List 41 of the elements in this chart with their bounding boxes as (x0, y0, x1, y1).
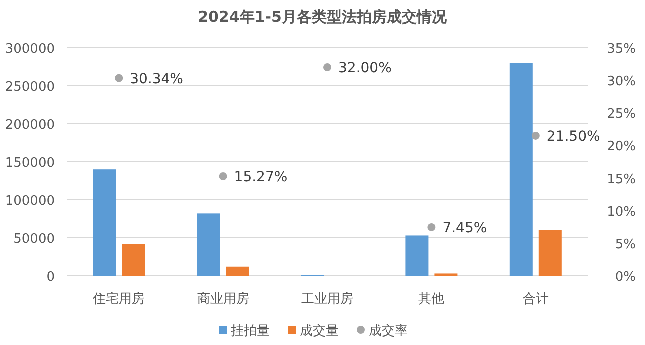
data-label: 32.00% (338, 60, 392, 77)
bar (406, 236, 429, 276)
data-label: 15.27% (234, 170, 288, 186)
y2-tick-label: 5% (615, 237, 636, 252)
data-label: 30.34% (130, 71, 184, 88)
data-label: 21.50% (546, 128, 600, 145)
x-tick-label: 住宅用房 (92, 291, 146, 307)
y-tick-label: 50000 (14, 232, 55, 247)
point (115, 74, 124, 82)
y2-tick-label: 30% (607, 74, 636, 90)
y-tick-label: 200000 (5, 118, 55, 133)
bar (93, 170, 116, 276)
y2-tick-label: 15% (607, 172, 636, 188)
point (428, 223, 436, 232)
bar (197, 214, 220, 276)
y-tick-label: 300000 (5, 42, 55, 57)
bar (226, 266, 250, 276)
x-tick-label: 合计 (522, 292, 549, 307)
point (324, 64, 332, 72)
point (532, 132, 540, 140)
legend-label: 成交率 (369, 323, 408, 339)
legend-label: 成交量 (300, 323, 339, 339)
y-tick-label: 0 (46, 270, 55, 285)
data-label: 7.45% (442, 220, 488, 236)
x-tick-label: 工业用房 (302, 291, 354, 307)
y2-tick-label: 10% (607, 204, 636, 220)
bar (510, 63, 533, 276)
bar (122, 244, 146, 276)
bar (538, 230, 562, 276)
y-tick-label: 150000 (5, 156, 55, 171)
y-tick-label: 250000 (5, 80, 55, 95)
x-tick-label: 商业用房 (197, 291, 250, 307)
y2-tick-label: 35% (607, 42, 636, 57)
y2-tick-label: 25% (607, 107, 636, 122)
y2-tick-label: 20% (607, 140, 636, 155)
y-tick-label: 100000 (5, 194, 55, 209)
x-tick-label: 其他 (418, 292, 445, 307)
y2-tick-label: 0% (615, 270, 636, 285)
chart-title: 2024年1-5月各类型法拍房成交情况 (198, 8, 448, 26)
point (219, 172, 228, 181)
legend-label: 挂拍量 (231, 324, 270, 339)
